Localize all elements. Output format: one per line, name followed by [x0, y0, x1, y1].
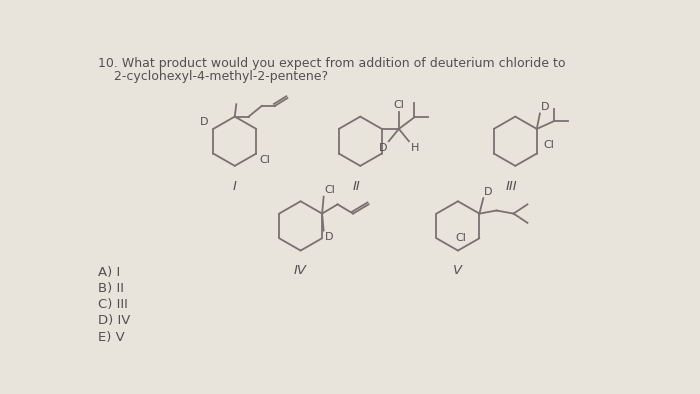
Text: C) III: C) III [97, 298, 127, 311]
Text: A) I: A) I [97, 266, 120, 279]
Text: Cl: Cl [456, 233, 466, 243]
Text: D) IV: D) IV [97, 314, 130, 327]
Text: D: D [379, 143, 387, 153]
Text: B) II: B) II [97, 282, 124, 295]
Text: I: I [233, 180, 237, 193]
Text: II: II [353, 180, 360, 193]
Text: E) V: E) V [97, 331, 125, 344]
Text: D: D [200, 117, 209, 126]
Text: D: D [324, 232, 333, 242]
Text: 2-cyclohexyl-4-methyl-2-pentene?: 2-cyclohexyl-4-methyl-2-pentene? [97, 70, 328, 83]
Text: Cl: Cl [324, 185, 335, 195]
Text: Cl: Cl [259, 155, 270, 165]
Text: D: D [540, 102, 550, 112]
Text: H: H [410, 143, 419, 153]
Text: Cl: Cl [393, 100, 405, 110]
Text: Cl: Cl [543, 140, 554, 150]
Text: 10. What product would you expect from addition of deuterium chloride to: 10. What product would you expect from a… [97, 56, 565, 69]
Text: IV: IV [294, 264, 307, 277]
Text: D: D [484, 187, 493, 197]
Text: III: III [505, 180, 517, 193]
Text: V: V [454, 264, 463, 277]
